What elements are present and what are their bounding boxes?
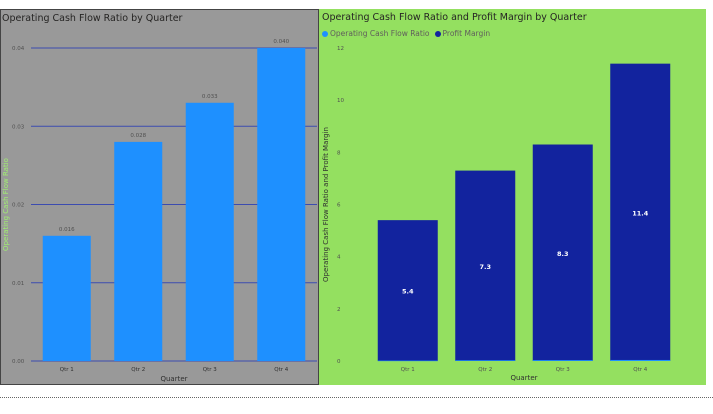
y-axis-label: Operating Cash Flow Ratio <box>2 158 10 251</box>
bar-profit-margin <box>377 220 438 361</box>
bar-profit-margin <box>610 63 671 362</box>
dotted-divider <box>0 397 713 398</box>
data-label: 0.033 <box>202 94 218 100</box>
bar-operating-cash-flow-ratio <box>610 359 671 361</box>
y-tick-label: 0.03 <box>12 124 25 130</box>
y-tick-label: 0.02 <box>12 203 24 209</box>
chart-plot-cash-flow-and-margin: 0 2 4 6 8 10 12 5.4 Qtr 1 7.3 Qtr 2 8.3 Qtr 3 11.4 Qtr… <box>322 46 671 382</box>
x-tick-label: Qtr 3 <box>203 367 217 373</box>
x-tick-label: Qtr 2 <box>478 367 492 373</box>
data-label: 5.4 <box>402 288 414 296</box>
x-tick-label: Qtr 4 <box>633 367 647 373</box>
x-axis-label: Quarter <box>160 375 187 383</box>
x-tick-label: Qtr 4 <box>274 367 288 373</box>
bar-operating-cash-flow-ratio <box>455 360 516 361</box>
chart-title: Operating Cash Flow Ratio by Quarter <box>2 13 183 24</box>
y-tick-label: 10 <box>337 98 344 104</box>
bar-profit-margin <box>532 144 593 361</box>
y-tick-label: 0.04 <box>12 46 25 52</box>
data-label: 8.3 <box>557 250 569 258</box>
bar-profit-margin <box>455 170 516 361</box>
data-label: 0.016 <box>59 227 75 233</box>
chart-title: Operating Cash Flow Ratio and Profit Mar… <box>322 12 587 23</box>
y-axis-label: Operating Cash Flow Ratio and Profit Mar… <box>322 127 330 282</box>
y-tick-label: 6 <box>337 203 341 209</box>
legend-dot-icon <box>322 30 328 37</box>
legend-item[interactable]: Profit Margin <box>434 29 491 38</box>
y-tick-label: 8 <box>337 150 341 156</box>
chart-panel-cash-flow-and-margin: Operating Cash Flow Ratio and Profit Mar… <box>319 9 706 385</box>
x-tick-label: Qtr 3 <box>556 367 570 373</box>
data-label: 7.3 <box>479 263 491 271</box>
y-tick-label: 0.01 <box>12 281 24 287</box>
bar <box>185 102 234 362</box>
legend-label: Operating Cash Flow Ratio <box>330 29 430 38</box>
legend-label: Profit Margin <box>442 29 491 38</box>
chart-plot-cash-flow-ratio: 0.00 0.01 0.02 0.03 0.04 0.016 Qtr 1 0.028 Qtr 2… <box>2 39 317 383</box>
x-axis-label: Quarter <box>510 374 537 382</box>
y-tick-label: 2 <box>337 307 341 313</box>
data-label: 0.028 <box>130 133 146 139</box>
bar <box>42 235 91 361</box>
legend-dot-icon <box>434 30 441 37</box>
y-tick-label: 12 <box>337 46 344 52</box>
bar <box>114 141 163 361</box>
chart-panel-cash-flow-ratio: Operating Cash Flow Ratio by Quarter 0.0… <box>0 9 319 385</box>
x-tick-label: Qtr 2 <box>131 367 145 373</box>
data-label: 0.040 <box>273 39 289 45</box>
bar <box>257 48 306 361</box>
legend-item[interactable]: Operating Cash Flow Ratio <box>322 29 430 38</box>
y-tick-label: 0.00 <box>12 359 25 365</box>
bar-operating-cash-flow-ratio <box>532 360 593 361</box>
data-label: 11.4 <box>632 210 649 218</box>
y-tick-label: 4 <box>337 255 341 261</box>
bar-operating-cash-flow-ratio <box>377 360 438 362</box>
x-tick-label: Qtr 1 <box>401 367 415 373</box>
y-tick-label: 0 <box>337 359 341 365</box>
x-tick-label: Qtr 1 <box>60 367 74 373</box>
chart-legend: Operating Cash Flow Ratio Profit Margin <box>322 29 495 38</box>
